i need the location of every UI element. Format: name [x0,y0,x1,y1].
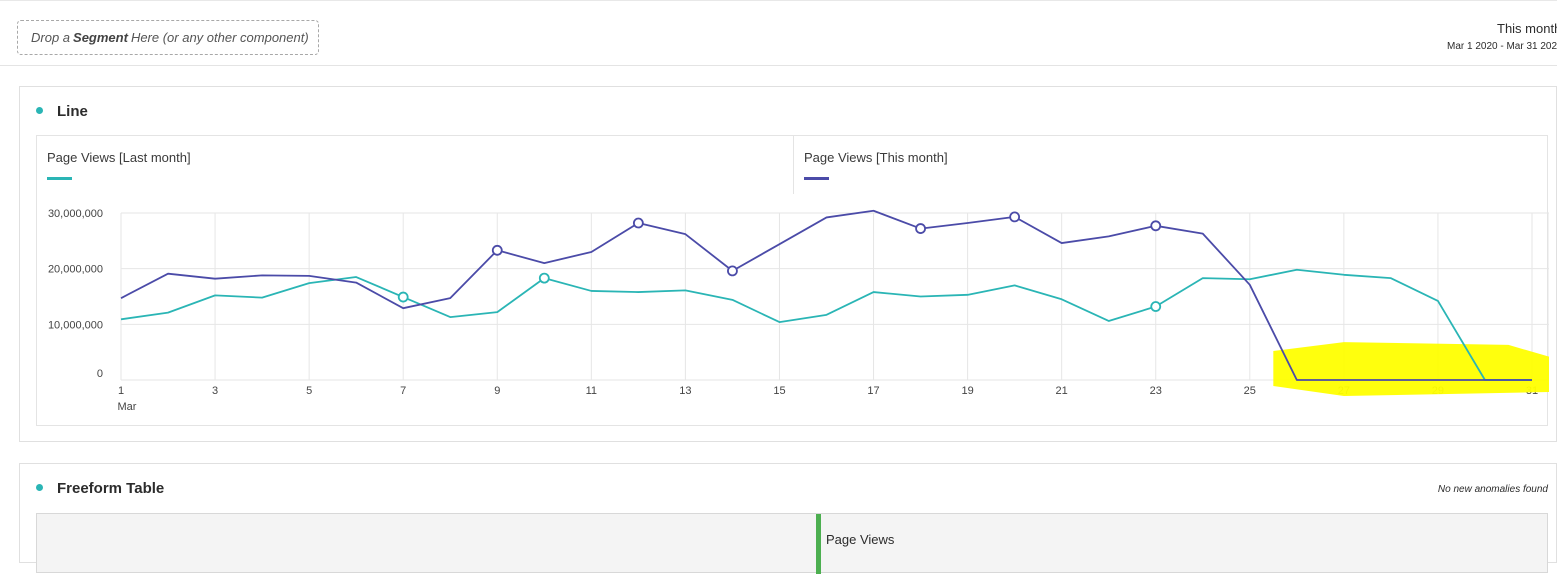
legend-swatch-last-month [47,177,72,180]
x-tick-label: 5 [306,385,312,397]
data-point-marker [915,223,926,234]
panel-status-dot-icon [36,107,43,114]
data-point-marker [491,244,503,256]
legend-item-last-month[interactable]: Page Views [Last month] [37,136,793,194]
data-point-marker [727,265,738,277]
y-tick-label: 20,000,000 [48,264,103,276]
legend-swatch-this-month [804,177,829,180]
panel-status-dot-icon [36,484,43,491]
y-tick-label: 0 [97,368,103,380]
table-header: Page Views [36,513,1548,574]
date-range-value[interactable]: Mar 1 2020 - Mar 31 2020 [1447,41,1557,52]
legend-label-last-month: Page Views [Last month] [47,150,191,165]
segment-drop-bold: Segment [73,30,128,45]
x-tick-label: 7 [400,385,406,397]
data-point-marker [397,291,409,303]
line-panel: Line Page Views [Last month] Page Views … [19,86,1557,442]
series-line [120,209,1532,381]
top-bar: Drop a Segment Here (or any other compon… [0,0,1557,66]
x-tick-label: 13 [679,385,691,397]
x-tick-label: 3 [212,385,218,397]
legend-item-this-month[interactable]: Page Views [This month] [794,136,1549,194]
data-point-marker [1150,301,1162,312]
freeform-table-title[interactable]: Freeform Table [57,480,165,497]
freeform-table-panel: Freeform Table No new anomalies found Pa… [19,463,1557,574]
x-tick-label: 15 [773,385,785,397]
x-tick-label: 1 [118,385,124,397]
date-range-title[interactable]: This month [1497,21,1557,36]
data-point-marker [1009,211,1021,223]
x-tick-label: 23 [1150,385,1162,397]
series-line [120,268,1532,381]
x-tick-label: 9 [494,385,500,397]
x-tick-label: 17 [867,385,879,397]
x-tick-label: 21 [1056,385,1068,397]
line-chart: Page Views [Last month] Page Views [This… [36,135,1549,426]
data-point-marker [1150,220,1162,232]
x-tick-sub-label: Mar [118,401,137,413]
anomaly-note: No new anomalies found [1437,484,1548,495]
legend-divider [793,136,794,194]
segment-drop-suffix: Here (or any other component) [130,30,309,45]
x-tick-label: 11 [586,385,597,397]
line-panel-title[interactable]: Line [57,103,88,120]
data-point-marker [538,272,550,284]
x-tick-label: 25 [1244,385,1256,397]
segment-drop-zone[interactable]: Drop a Segment Here (or any other compon… [17,20,319,55]
y-tick-label: 10,000,000 [48,319,103,331]
highlight-annotation [1273,342,1549,396]
column-drag-handle-icon[interactable] [816,514,821,574]
y-tick-label: 30,000,000 [48,208,103,220]
table-column-page-views[interactable]: Page Views [826,532,895,547]
legend-label-this-month: Page Views [This month] [804,150,948,165]
data-point-marker [632,217,644,229]
x-tick-label: 19 [961,385,973,397]
segment-drop-prefix: Drop a [31,30,71,45]
